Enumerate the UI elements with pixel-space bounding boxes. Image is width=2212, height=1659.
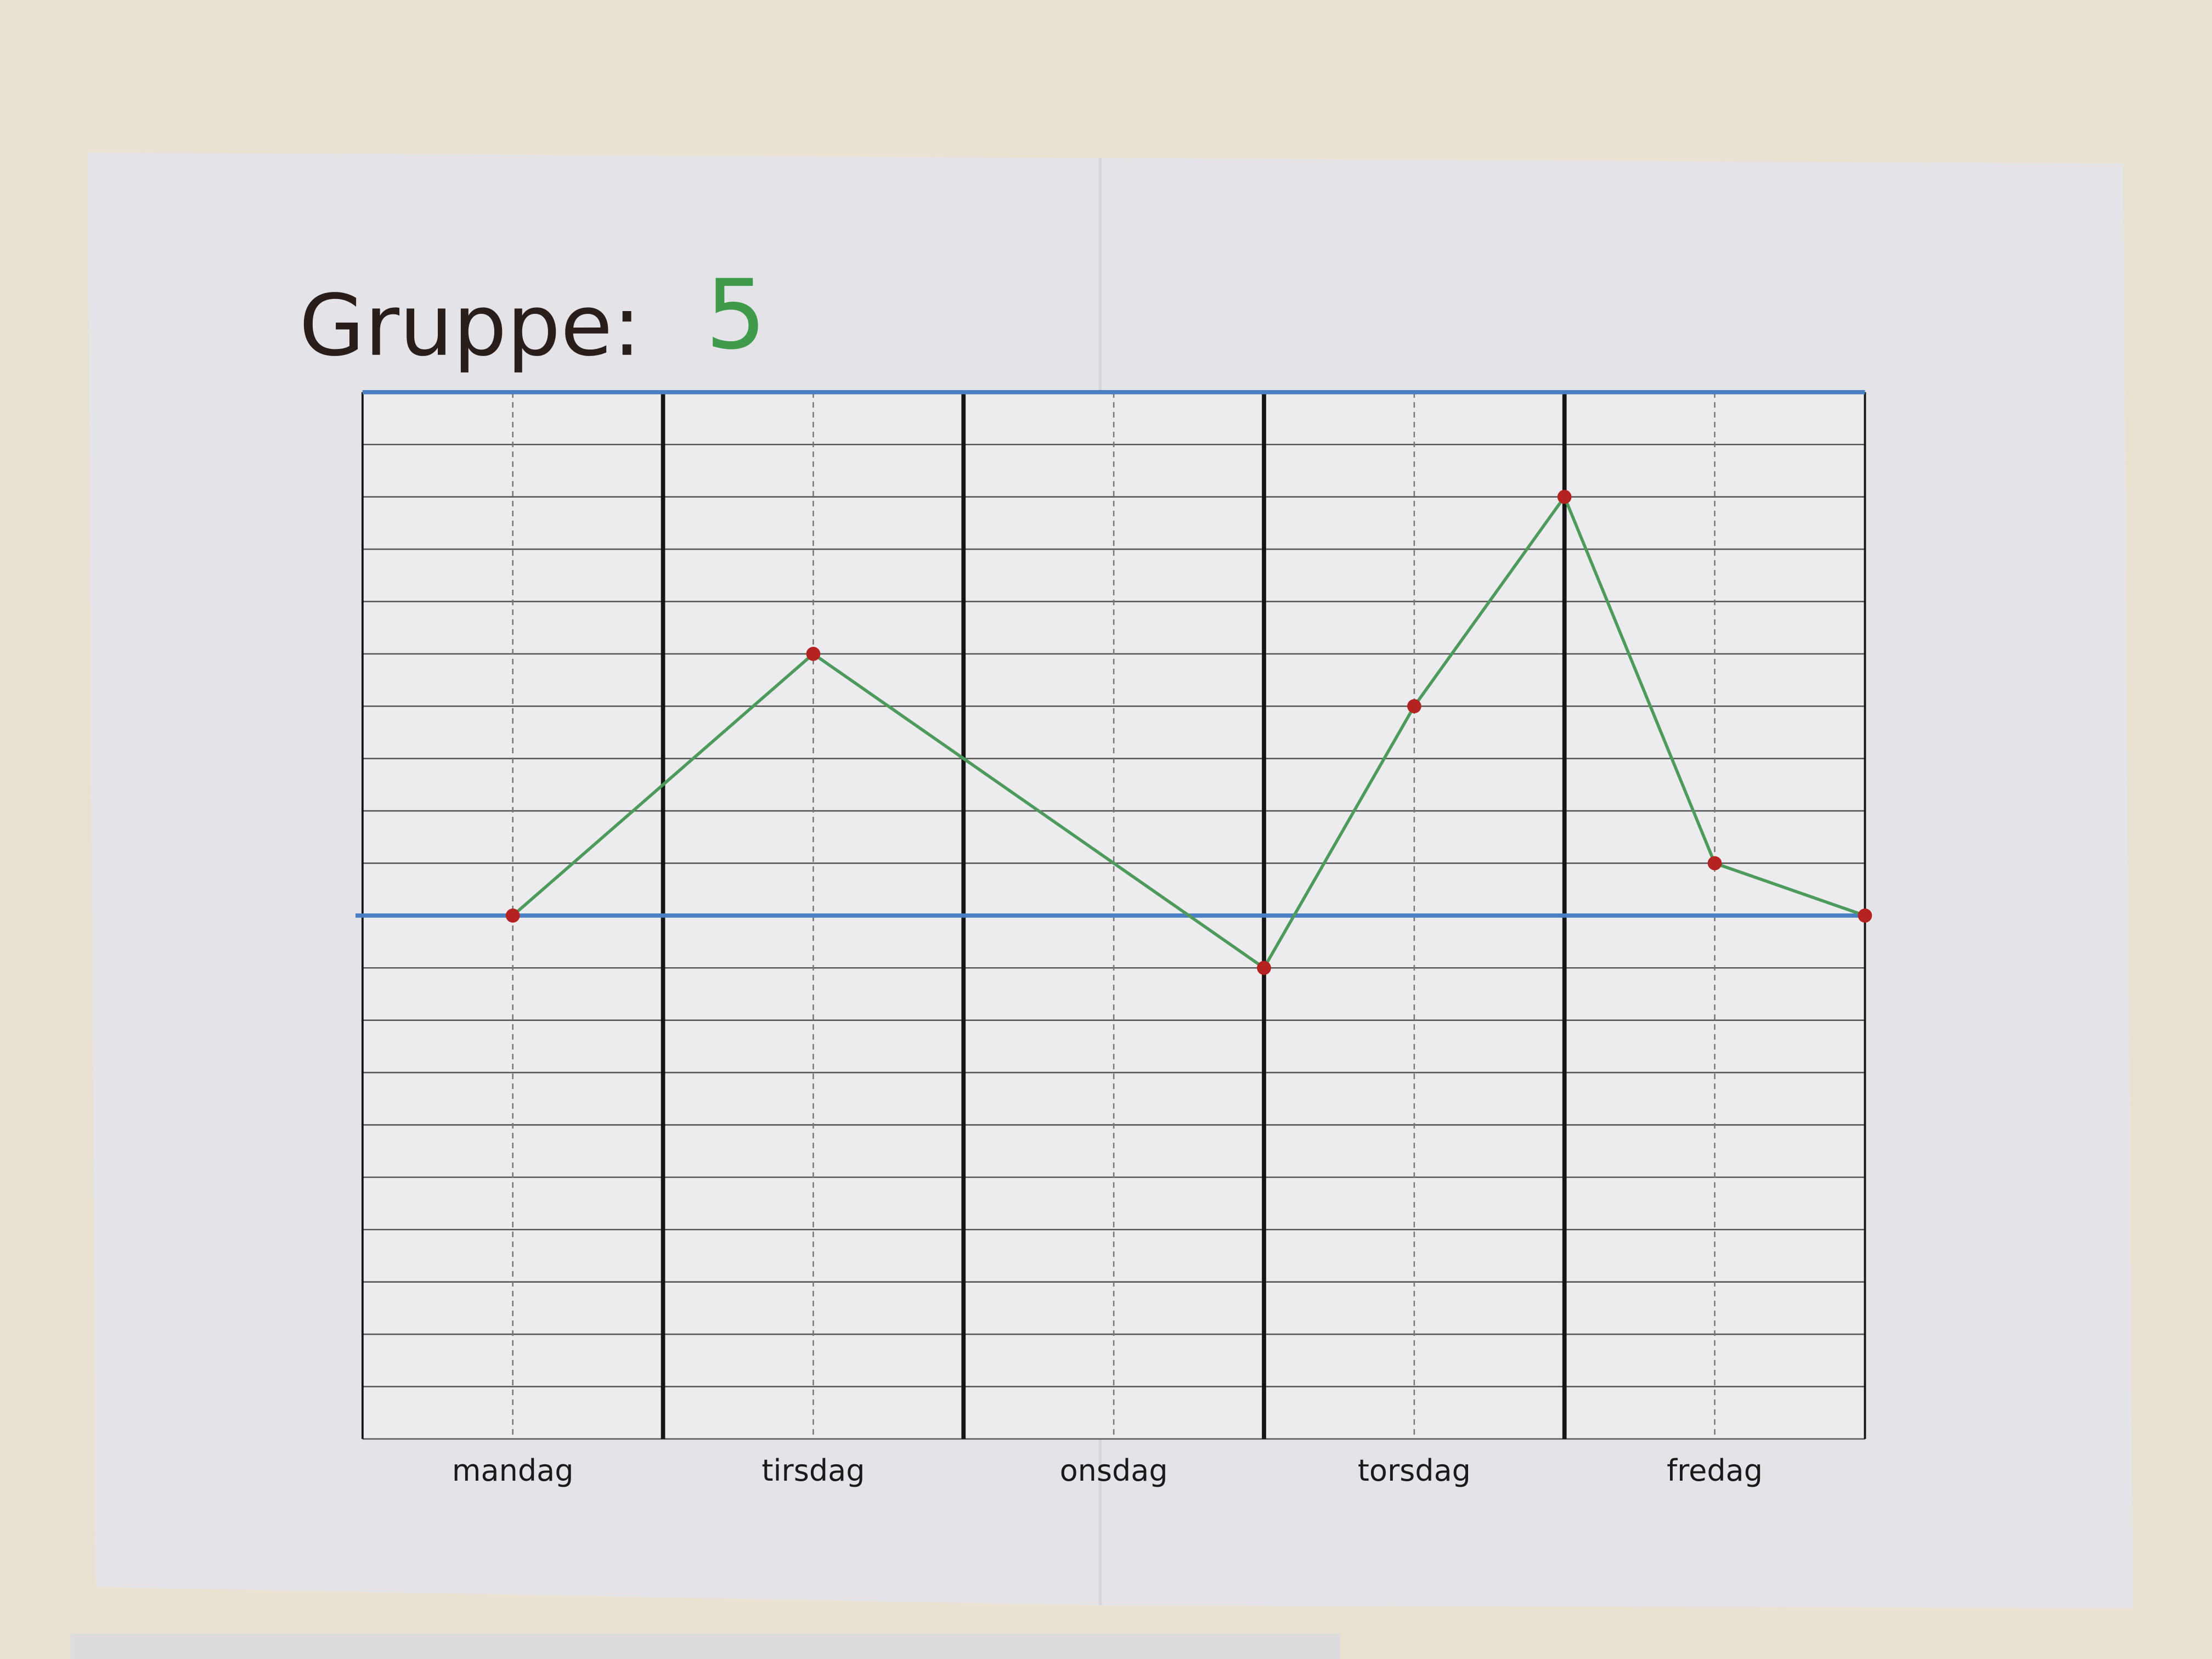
data-point: [1707, 856, 1722, 871]
data-point: [1858, 909, 1872, 923]
group-number: 5: [706, 259, 766, 371]
data-point: [1407, 699, 1421, 714]
data-point: [1557, 489, 1572, 504]
x-tick-label: fredag: [1667, 1453, 1763, 1488]
paper-below: [70, 1633, 1340, 1659]
data-point: [806, 647, 821, 661]
data-point: [1257, 961, 1271, 975]
x-tick-label: mandag: [452, 1453, 574, 1488]
x-tick-label: torsdag: [1358, 1453, 1471, 1488]
data-point: [505, 909, 520, 923]
chart-title: Gruppe:: [299, 277, 641, 375]
x-tick-label: tirsdag: [761, 1453, 865, 1488]
plot: mandag tirsdag onsdag torsdag fredag: [356, 390, 1872, 1488]
x-tick-label: onsdag: [1060, 1453, 1168, 1488]
